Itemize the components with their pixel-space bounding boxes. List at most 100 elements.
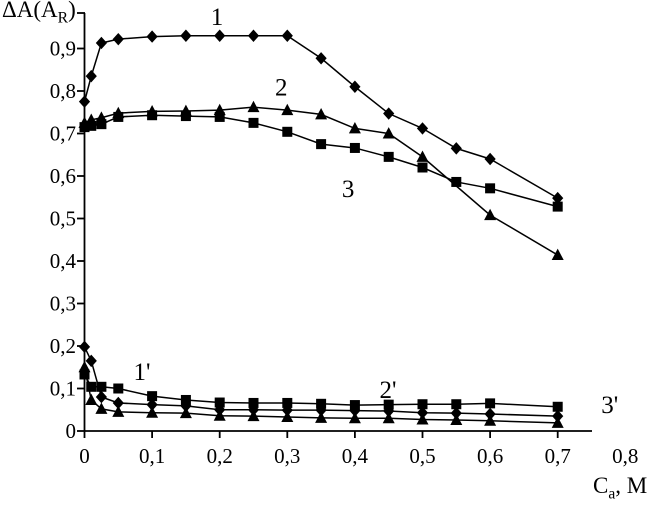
square-marker [451, 176, 462, 187]
triangle-marker [281, 410, 294, 422]
square-marker [383, 399, 394, 410]
diamond-marker [95, 36, 107, 50]
y-tick-label: 0,9 [50, 37, 76, 61]
diamond-marker [315, 403, 327, 417]
diamond-marker [85, 354, 97, 368]
square-marker [316, 139, 327, 150]
diamond-marker [416, 122, 429, 135]
square-marker [79, 122, 90, 133]
square-marker [282, 126, 293, 137]
diamond-marker [349, 80, 361, 93]
triangle-marker [416, 413, 429, 425]
square-marker [282, 397, 293, 408]
triangle-marker [348, 411, 361, 424]
y-tick-label: 0,6 [50, 164, 76, 188]
triangle-marker [247, 409, 260, 422]
triangle-marker [551, 416, 564, 428]
x-axis-title-units: , M [615, 473, 648, 498]
y-tick-label: 0,2 [50, 334, 76, 358]
diamond-marker [450, 142, 462, 155]
diamond-marker [78, 340, 91, 354]
x-tick-label: 0 [79, 444, 90, 468]
series-3-prime [79, 369, 563, 412]
triangle-marker [112, 405, 125, 417]
diamond-marker [552, 409, 564, 423]
square-marker [180, 394, 191, 405]
square-marker [349, 400, 360, 411]
square-marker [113, 383, 124, 394]
x-tick-label: 0,4 [342, 444, 369, 468]
series-2 [78, 100, 564, 261]
series-3-prime-line [83, 374, 558, 408]
x-tick-label: 0,1 [139, 444, 165, 468]
triangle-marker [315, 411, 328, 423]
diamond-marker [416, 406, 429, 419]
square-marker [113, 111, 124, 122]
diamond-marker [180, 29, 192, 42]
series-3-label: 3 [342, 176, 355, 203]
series-3-line [84, 114, 558, 208]
triangle-marker [551, 248, 564, 261]
series-1-line [83, 35, 559, 199]
diamond-marker [281, 403, 293, 417]
x-axis-title-text: C [593, 473, 609, 498]
y-tick-label: 0 [66, 419, 77, 443]
diamond-marker [180, 399, 192, 413]
triangle-marker [484, 208, 497, 221]
triangle-marker [213, 409, 226, 421]
square-marker [86, 381, 97, 392]
x-tick-label: 0,5 [409, 444, 435, 468]
x-tick-label: 0,6 [477, 444, 503, 468]
series-2-prime [78, 360, 564, 428]
triangle-marker [281, 103, 294, 116]
square-marker [96, 119, 107, 130]
series-1-prime-line [83, 346, 558, 417]
diamond-marker [552, 191, 564, 205]
x-tick-label: 0,8 [612, 444, 638, 468]
series-1-prime [78, 340, 564, 423]
series-3-prime-label: 3' [601, 392, 618, 419]
diamond-marker [146, 30, 158, 43]
x-tick-label: 0,2 [207, 444, 233, 468]
triangle-marker [95, 402, 108, 414]
x-axis-title: Ca, M [593, 473, 647, 504]
diamond-marker [484, 152, 496, 166]
square-marker [383, 151, 394, 162]
square-marker [96, 381, 107, 392]
square-marker [180, 111, 191, 122]
square-marker [552, 201, 563, 212]
square-marker [417, 399, 428, 410]
series-2-prime-line [83, 367, 558, 424]
diamond-marker [450, 406, 462, 420]
y-tick-label: 0,4 [50, 249, 77, 273]
x-tick-label: 0,3 [274, 444, 300, 468]
y-tick-label: 0,7 [50, 122, 76, 146]
diamond-marker [112, 396, 124, 410]
diamond-marker [383, 107, 395, 120]
axes [77, 12, 592, 438]
square-marker [349, 142, 360, 153]
x-tick-label: 0,7 [545, 444, 571, 468]
y-axis-title: ΔA(AR) [2, 0, 76, 28]
square-marker [552, 401, 563, 412]
diamond-marker [349, 404, 361, 417]
series-2-prime-label: 2' [380, 377, 397, 404]
triangle-marker [416, 150, 429, 162]
y-tick-label: 0,1 [50, 377, 76, 401]
square-marker [147, 110, 158, 121]
square-marker [485, 183, 496, 194]
square-marker [86, 120, 97, 131]
square-marker [451, 399, 462, 410]
diamond-marker [247, 29, 260, 42]
diamond-marker [95, 390, 107, 404]
square-marker [316, 398, 327, 409]
triangle-marker [146, 406, 159, 418]
diamond-marker [214, 29, 226, 42]
triangle-marker [450, 413, 463, 425]
triangle-marker [484, 414, 497, 426]
series-1-label: 1 [211, 4, 224, 31]
square-marker [248, 397, 259, 408]
triangle-marker [78, 360, 91, 373]
triangle-marker [315, 107, 328, 120]
